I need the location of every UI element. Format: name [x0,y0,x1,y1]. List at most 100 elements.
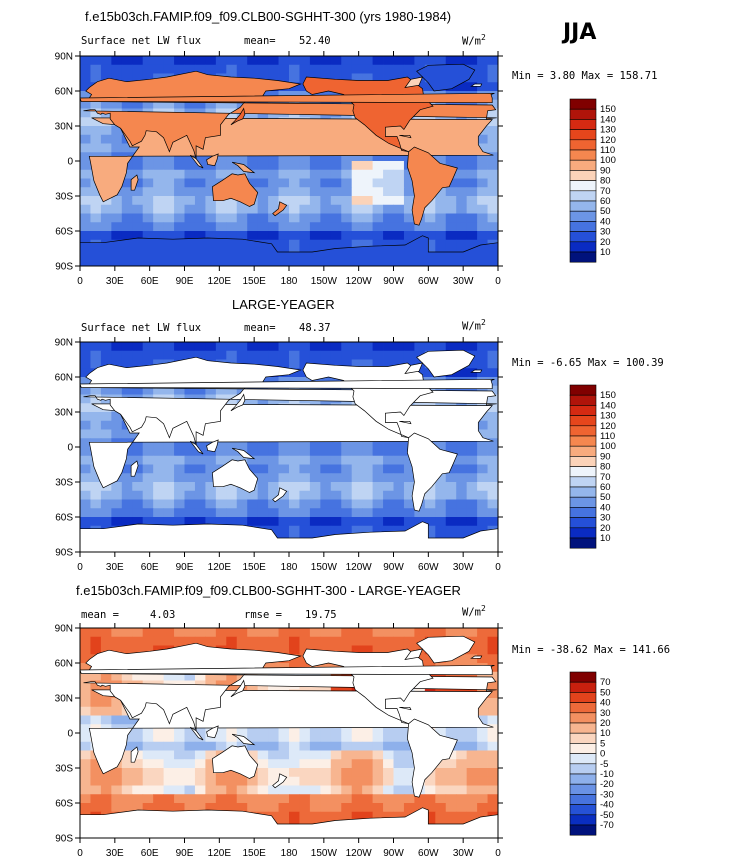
field-cell [153,499,164,509]
field-cell [236,776,248,786]
field-cell [330,508,342,518]
field-cell [184,517,196,527]
field-cell [309,733,321,743]
field-cell [236,385,248,395]
field-cell [268,750,279,760]
field-cell [299,342,311,352]
field-cell [320,499,332,509]
field-cell [445,222,457,232]
field-cell [477,239,488,249]
colorbar-label: 60 [600,482,611,493]
field-cell [163,785,175,795]
coastline-sumatra [190,154,204,169]
field-cell [351,517,363,527]
field-cell [132,429,144,439]
field-cell [383,204,394,214]
field-cell [320,169,332,179]
colorbar-swatch [569,702,597,714]
field-cell [309,499,321,509]
field-cell [320,776,332,786]
field-cell [383,350,394,360]
field-cell [215,508,227,518]
field-cell [299,464,311,474]
field-cell [174,56,185,66]
field-cell [299,178,311,188]
field-cell [163,482,175,492]
field-cell [393,803,405,813]
colorbar-swatch [569,671,597,683]
field-cell [268,628,279,638]
field-cell [341,482,353,492]
field-cell [299,636,311,646]
field-cell [215,447,227,457]
field-cell [268,811,279,821]
field-cell [320,222,332,232]
field-cell [236,204,248,214]
field-cell [341,741,353,751]
field-cell [257,628,269,638]
field-cell [393,490,405,500]
field-cell [111,508,123,518]
field-cell [477,134,488,144]
coastline-southAmerica [407,718,458,798]
field-cell [351,768,363,778]
field-cell [351,785,363,795]
field-cell [236,350,248,360]
colorbar-swatch [569,527,597,539]
field-cell [351,222,363,232]
field-cell [163,342,175,352]
field-cell [153,152,164,162]
field-cell [341,768,353,778]
field-cell [121,342,133,352]
field-cell [132,196,144,206]
field-cell [456,733,468,743]
field-cell [341,724,353,734]
colorbar-label: 130 [600,411,616,422]
field-cell [278,525,290,535]
field-cell [487,429,498,439]
field-cell [142,438,154,448]
field-cell [184,733,196,743]
field-cell [153,671,164,681]
field-cell [383,178,394,188]
field-cell [289,733,300,743]
field-cell [268,490,279,500]
field-cell [341,811,353,821]
field-cell [383,64,394,74]
field-cell [205,499,217,509]
field-cell [184,628,196,638]
field-cell [184,636,196,646]
field-cell [163,56,175,66]
panel-1-units: W/m2 [462,33,486,48]
field-cell [153,99,164,109]
field-cell [403,231,415,241]
field-cell [299,759,311,769]
field-cell [226,99,238,109]
field-cell [362,178,373,188]
field-cell [487,350,498,360]
field-cell [299,438,311,448]
field-cell [414,517,426,527]
field-cell [309,169,321,179]
lon-label: 60W [418,848,439,859]
field-cell [111,350,123,360]
lat-label: 30S [55,764,73,775]
field-cell [132,385,144,395]
field-cell [424,342,436,352]
field-cell [205,508,217,518]
field-cell [466,359,478,369]
field-cell [257,499,269,509]
field-cell [121,187,133,197]
panel-3-title: f.e15b03ch.FAMIP.f09_f09.CLB00-SGHHT-300… [76,583,461,598]
field-cell [215,169,227,179]
field-cell [257,64,269,74]
field-cell [153,196,164,206]
field-cell [362,464,373,474]
field-cell [383,759,394,769]
field-cell [257,447,269,457]
field-cell [153,169,164,179]
field-cell [184,794,196,804]
colorbar-swatch [569,681,597,693]
field-cell [247,204,259,214]
field-cell [424,628,436,638]
